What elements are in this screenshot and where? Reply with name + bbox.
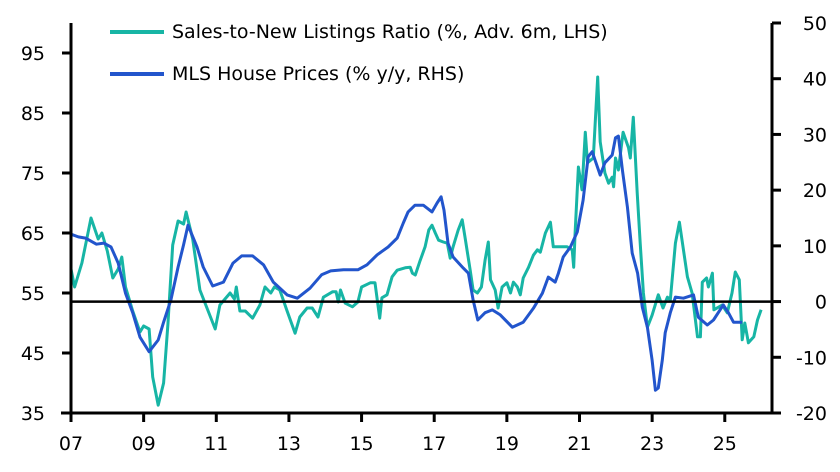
y-left-tick-label: 85 [21, 103, 45, 125]
x-tick-label: 19 [495, 433, 519, 455]
y-right-tick-label: 40 [803, 69, 827, 91]
x-tick-label: 25 [713, 433, 737, 455]
y-left-tick-label: 75 [21, 163, 45, 185]
series-line-mls-house-prices [70, 134, 743, 392]
y-right-tick-label: 50 [803, 13, 827, 35]
series-line-sales-to-new-listings [69, 75, 763, 407]
y-right-tick-label: 10 [803, 236, 827, 258]
x-tick-label: 17 [422, 433, 446, 455]
x-tick-label: 13 [277, 433, 301, 455]
x-tick-label: 07 [59, 433, 83, 455]
x-tick-label: 11 [204, 433, 228, 455]
y-left-tick-label: 45 [21, 343, 45, 365]
x-tick-label: 15 [349, 433, 373, 455]
y-right-tick-label: -20 [796, 403, 827, 425]
y-right-tick-label: 30 [803, 124, 827, 146]
legend-item-sales-to-new-listings: Sales-to-New Listings Ratio (%, Adv. 6m,… [110, 21, 608, 43]
y-right-tick-label: 20 [803, 180, 827, 202]
y-left-tick-label: 35 [21, 403, 45, 425]
y-right-tick-label: 0 [815, 292, 827, 314]
legend-label: MLS House Prices (% y/y, RHS) [172, 63, 465, 85]
legend-swatch-teal [110, 30, 164, 34]
x-tick-label: 21 [567, 433, 591, 455]
y-right-tick-label: -10 [796, 347, 827, 369]
x-tick-label: 23 [640, 433, 664, 455]
y-left-tick-label: 95 [21, 43, 45, 65]
y-left-tick-label: 65 [21, 223, 45, 245]
y-left-tick-label: 55 [21, 283, 45, 305]
legend-label: Sales-to-New Listings Ratio (%, Adv. 6m,… [172, 21, 608, 43]
legend-swatch-blue [110, 72, 164, 76]
legend-item-mls-house-prices: MLS House Prices (% y/y, RHS) [110, 63, 464, 85]
x-tick-label: 09 [132, 433, 156, 455]
